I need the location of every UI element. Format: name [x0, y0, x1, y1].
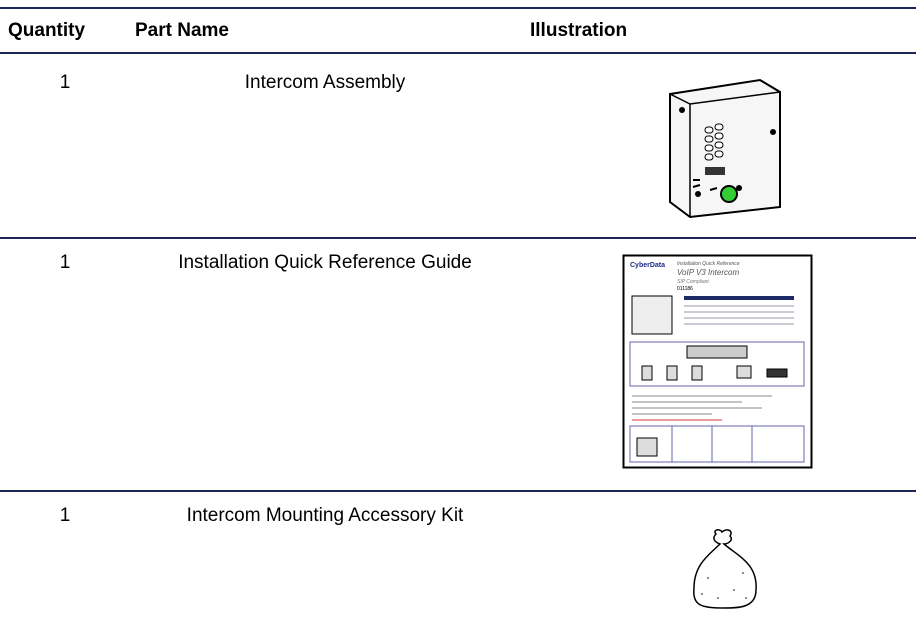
header-cell: Quantity: [8, 20, 86, 41]
guide-subtitle: SIP Compliant: [677, 279, 709, 285]
rule: [0, 52, 916, 54]
rule: [0, 490, 916, 492]
guide-title: VoIP V3 Intercom: [677, 268, 739, 277]
rule: [0, 237, 916, 239]
part-name: Intercom Mounting Accessory Kit: [186, 505, 464, 526]
guide-brand: CyberData: [630, 262, 665, 269]
intercom-illustration: [669, 78, 781, 219]
guide-illustration: CyberData Installation Quick Reference V…: [622, 254, 813, 469]
quantity: 1: [59, 72, 71, 93]
guide-kicker: Installation Quick Reference: [677, 261, 740, 267]
part-name: Installation Quick Reference Guide: [178, 252, 472, 273]
quantity: 1: [59, 252, 71, 273]
rule: [0, 7, 916, 9]
quantity: 1: [59, 505, 71, 526]
part-name: Intercom Assembly: [244, 72, 406, 93]
header-cell: Illustration: [530, 20, 628, 41]
header-cell: Part Name: [135, 20, 229, 41]
bag-illustration: [693, 529, 757, 609]
guide-number: 011186: [677, 286, 693, 292]
